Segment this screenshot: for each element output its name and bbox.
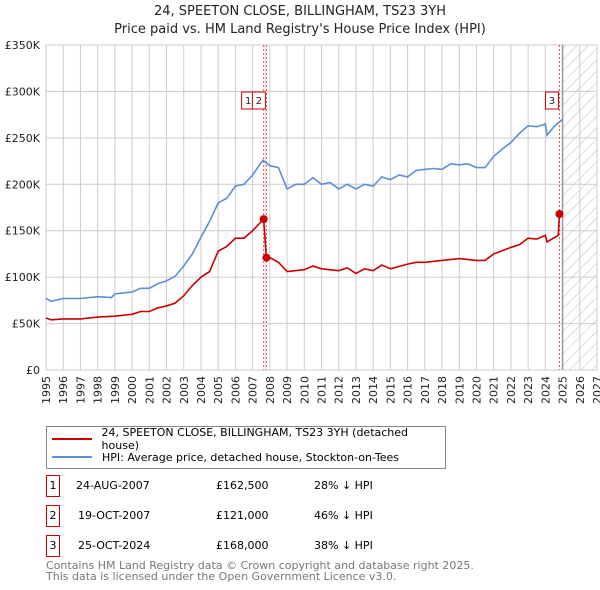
x-tick-label: 2017 — [419, 376, 432, 404]
sale-label-number: 1 — [245, 96, 251, 107]
sale-row: 1 24-AUG-2007 £162,500 28% ↓ HPI — [46, 475, 446, 497]
y-tick-label: £200K — [5, 178, 41, 191]
y-tick-label: £150K — [5, 225, 41, 238]
legend-swatch-blue — [52, 456, 92, 458]
x-tick-label: 2005 — [212, 376, 225, 404]
x-tick-label: 2024 — [539, 376, 552, 404]
sale-hpi-diff: 38% ↓ HPI — [314, 539, 373, 552]
x-tick-label: 2007 — [247, 376, 260, 404]
sale-period-band — [263, 45, 267, 370]
x-tick-label: 2012 — [333, 376, 346, 404]
x-tick-label: 1995 — [40, 376, 53, 404]
attribution-line: This data is licensed under the Open Gov… — [46, 570, 397, 583]
x-tick-label: 2002 — [161, 376, 174, 404]
price-paid-line — [45, 213, 561, 321]
legend-label: 24, SPEETON CLOSE, BILLINGHAM, TS23 3YH … — [101, 426, 409, 452]
legend-item-property: 24, SPEETON CLOSE, BILLINGHAM, TS23 3YH … — [47, 426, 445, 452]
x-tick-label: 1998 — [92, 376, 105, 404]
legend-item-hpi: HPI: Average price, detached house, Stoc… — [47, 448, 399, 466]
plot-area: 1995 1996 1997 1998 1999 2000 2001 2002 2003 2004… — [5, 39, 600, 404]
sale-label-number: 3 — [549, 96, 555, 107]
x-tick-label: 2004 — [195, 376, 208, 404]
x-tick-label: 2009 — [281, 376, 294, 404]
x-tick-label: 2022 — [505, 376, 518, 404]
x-tick-label: 2023 — [522, 376, 535, 404]
x-tick-label: 1999 — [109, 376, 122, 404]
chart-subtitle: Price paid vs. HM Land Registry's House … — [114, 22, 486, 37]
sale-point — [259, 215, 268, 224]
x-tick-label: 2014 — [367, 376, 380, 404]
sale-date: 24-AUG-2007 — [76, 479, 150, 492]
x-tick-label: 2018 — [436, 376, 449, 404]
sale-date: 25-OCT-2024 — [78, 539, 151, 552]
y-tick-label: £50K — [12, 318, 41, 331]
x-tick-label: 2013 — [350, 376, 363, 404]
y-tick-label: £300K — [5, 85, 41, 98]
sale-point — [262, 253, 271, 262]
x-tick-label: 1997 — [74, 376, 87, 404]
hpi-line — [45, 118, 564, 303]
x-tick-label: 2011 — [316, 376, 329, 404]
attribution: Contains HM Land Registry data © Crown c… — [46, 560, 474, 582]
sale-date: 19-OCT-2007 — [78, 509, 151, 522]
sale-label-box — [544, 91, 559, 110]
x-tick-label: 2016 — [402, 376, 415, 404]
legend: 24, SPEETON CLOSE, BILLINGHAM, TS23 3YH … — [46, 426, 446, 469]
x-tick-label: 2025 — [557, 376, 570, 404]
y-tick-label: £250K — [5, 132, 41, 145]
sale-hpi-diff: 28% ↓ HPI — [314, 479, 373, 492]
x-tick-label: 1996 — [57, 376, 70, 404]
sale-hpi-diff: 46% ↓ HPI — [314, 509, 373, 522]
x-tick-label: 2006 — [229, 376, 242, 404]
sale-price: £162,500 — [216, 479, 269, 492]
x-tick-label: 2000 — [126, 376, 139, 404]
x-tick-label: 2001 — [143, 376, 156, 404]
y-tick-label: £100K — [5, 271, 41, 284]
x-tick-label: 2019 — [453, 376, 466, 404]
x-tick-label: 2027 — [591, 376, 600, 404]
sale-row: 2 19-OCT-2007 £121,000 46% ↓ HPI — [46, 505, 446, 527]
x-tick-label: 2026 — [574, 376, 587, 404]
x-tick-label: 2008 — [264, 376, 277, 404]
sale-row: 3 25-OCT-2024 £168,000 38% ↓ HPI — [46, 535, 446, 557]
sale-number-badge: 2 — [46, 505, 60, 527]
sale-number-badge: 3 — [46, 535, 60, 557]
x-tick-label: 2003 — [178, 376, 191, 404]
y-tick-label: £350K — [5, 39, 41, 52]
sale-price: £168,000 — [216, 539, 269, 552]
sale-label-box — [251, 91, 266, 110]
sale-price: £121,000 — [216, 509, 269, 522]
sale-number-badge: 1 — [46, 475, 60, 497]
x-tick-label: 2015 — [384, 376, 397, 404]
x-tick-label: 2010 — [298, 376, 311, 404]
legend-swatch-red — [52, 438, 92, 440]
y-tick-label: £0 — [26, 364, 40, 377]
sale-label-number: 2 — [256, 96, 262, 107]
legend-label: HPI: Average price, detached house, Stoc… — [102, 450, 400, 464]
x-tick-label: 2021 — [488, 376, 501, 404]
sale-point — [555, 210, 564, 218]
attribution-line: Contains HM Land Registry data © Crown c… — [46, 559, 474, 572]
x-tick-label: 2020 — [470, 376, 483, 404]
chart-title: 24, SPEETON CLOSE, BILLINGHAM, TS23 3YH — [153, 4, 447, 19]
